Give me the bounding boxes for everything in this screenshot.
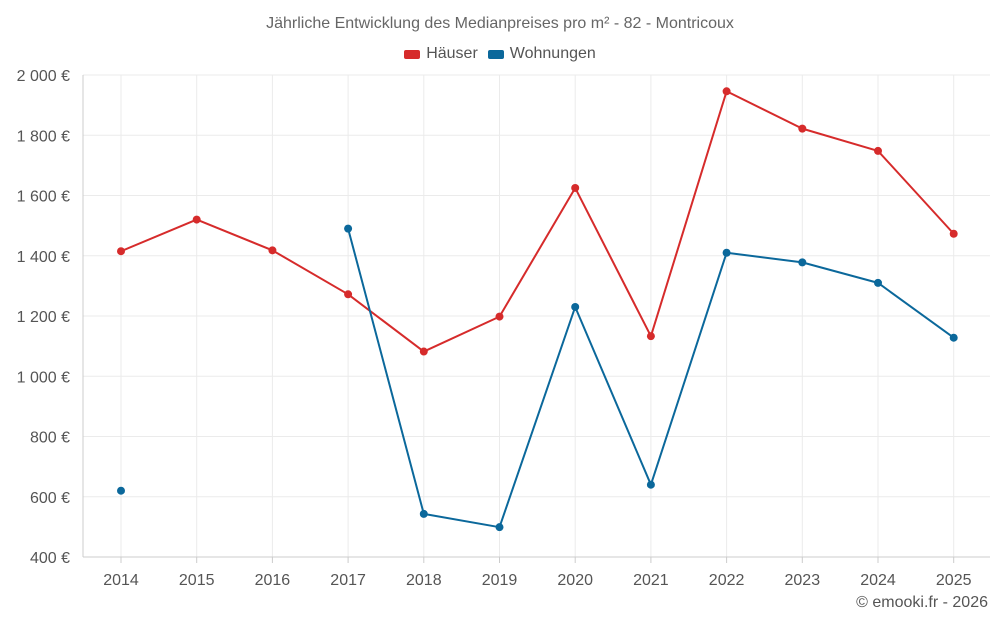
- y-tick-label: 1 200 €: [17, 309, 70, 326]
- y-tick-label: 1 800 €: [17, 128, 70, 145]
- legend-item-wohnungen[interactable]: Wohnungen: [487, 45, 596, 63]
- chart-legend: Häuser Wohnungen: [0, 45, 1000, 63]
- x-tick-label: 2015: [179, 572, 215, 589]
- data-point-haeuser: [117, 247, 125, 256]
- y-tick-label: 600 €: [30, 490, 70, 507]
- data-point-haeuser: [798, 124, 807, 133]
- x-tick-label: 2014: [103, 572, 139, 589]
- legend-label-wohnungen: Wohnungen: [509, 45, 596, 62]
- data-point-wohnungen: [646, 480, 655, 489]
- y-tick-label: 1 600 €: [17, 189, 70, 206]
- x-tick-label: 2025: [936, 572, 972, 589]
- x-tick-label: 2020: [557, 572, 593, 589]
- data-point-wohnungen: [874, 278, 882, 287]
- data-point-haeuser: [722, 87, 731, 96]
- data-point-haeuser: [419, 347, 428, 356]
- legend-swatch-wohnungen: [487, 49, 504, 59]
- data-point-wohnungen: [495, 523, 504, 532]
- credit-text: © emooki.fr - 2026: [856, 594, 988, 611]
- series-line-haeuser: [120, 90, 955, 353]
- data-point-haeuser: [495, 312, 504, 321]
- x-tick-label: 2016: [255, 572, 291, 589]
- data-point-wohnungen: [117, 486, 125, 495]
- legend-label-haeuser: Häuser: [426, 45, 478, 62]
- data-point-haeuser: [646, 332, 655, 341]
- data-point-haeuser: [344, 290, 353, 299]
- x-tick-label: 2021: [633, 572, 669, 589]
- y-tick-label: 2 000 €: [17, 68, 70, 85]
- data-point-haeuser: [192, 215, 201, 224]
- data-point-haeuser: [268, 246, 277, 255]
- y-tick-label: 1 000 €: [17, 369, 70, 386]
- x-tick-label: 2018: [406, 572, 442, 589]
- data-point-haeuser: [571, 183, 580, 192]
- data-point-wohnungen: [949, 333, 958, 342]
- data-point-haeuser: [949, 229, 958, 238]
- legend-item-haeuser[interactable]: Häuser: [404, 45, 478, 63]
- legend-swatch-haeuser: [404, 49, 421, 59]
- x-tick-label: 2017: [330, 572, 366, 589]
- y-tick-label: 800 €: [30, 430, 70, 447]
- data-point-wohnungen: [798, 258, 807, 267]
- x-tick-label: 2024: [860, 572, 896, 589]
- x-tick-label: 2019: [482, 572, 518, 589]
- data-point-wohnungen: [571, 302, 580, 311]
- data-point-wohnungen: [419, 509, 428, 518]
- y-tick-label: 400 €: [30, 550, 70, 567]
- x-tick-label: 2022: [709, 572, 745, 589]
- chart-title: Jährliche Entwicklung des Medianpreises …: [266, 15, 734, 32]
- data-point-wohnungen: [722, 248, 731, 257]
- y-tick-label: 1 400 €: [17, 249, 70, 266]
- data-point-haeuser: [874, 146, 882, 155]
- x-tick-label: 2023: [785, 572, 821, 589]
- data-point-wohnungen: [344, 224, 353, 233]
